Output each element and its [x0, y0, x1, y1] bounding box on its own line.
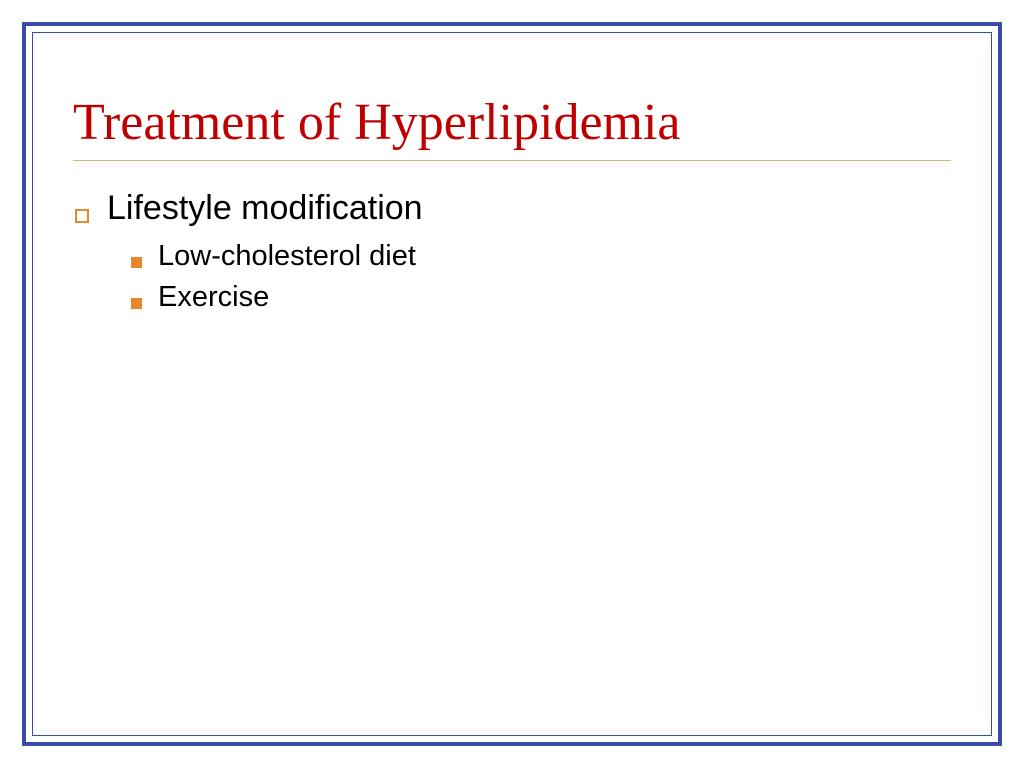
- title-underline: [73, 160, 951, 161]
- square-bullet-filled-icon: [131, 298, 142, 309]
- bullet-level2: Low-cholesterol diet: [131, 240, 951, 273]
- slide-inner-border: Treatment of Hyperlipidemia Lifestyle mo…: [32, 32, 992, 736]
- bullet-text: Lifestyle modification: [107, 189, 423, 228]
- bullet-text: Low-cholesterol diet: [158, 240, 416, 273]
- bullet-text: Exercise: [158, 281, 269, 314]
- slide-title: Treatment of Hyperlipidemia: [73, 93, 951, 152]
- square-bullet-outline-icon: [75, 209, 89, 223]
- bullet-level2: Exercise: [131, 281, 951, 314]
- bullet-level1: Lifestyle modification: [75, 189, 951, 228]
- square-bullet-filled-icon: [131, 257, 142, 268]
